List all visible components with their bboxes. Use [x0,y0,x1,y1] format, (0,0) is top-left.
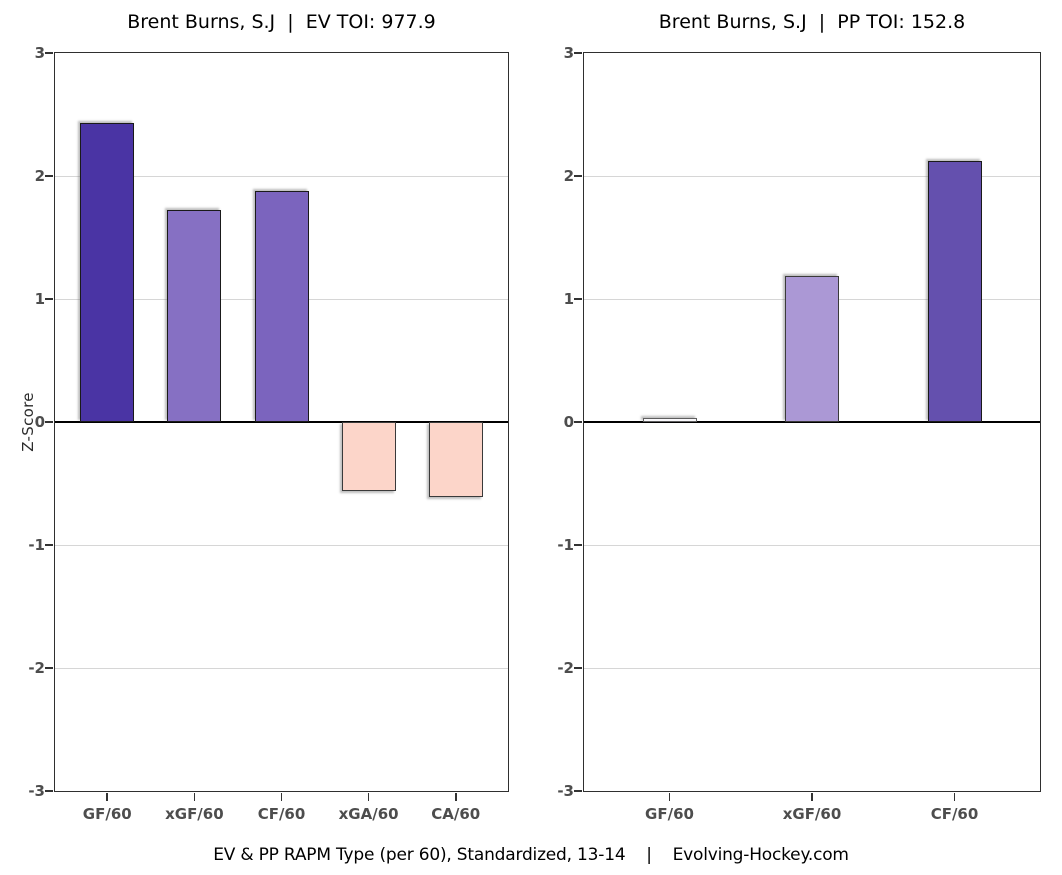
y-tick-mark [45,298,54,300]
x-tick-label: xGF/60 [782,805,842,823]
y-tick-label: -2 [557,658,574,677]
x-tick-mark [367,792,370,801]
y-tick-mark [574,298,583,300]
bar [785,275,839,422]
y-tick-label: -1 [28,535,45,554]
gridline [584,668,1040,669]
x-tick-mark [280,792,283,801]
bar [167,210,222,422]
gridline [584,176,1040,177]
zero-line [55,421,508,423]
y-tick-mark [574,544,583,546]
y-tick-mark [45,175,54,177]
y-tick-mark [45,52,54,54]
y-tick-label: -3 [28,781,45,800]
y-tick-label: 0 [563,412,574,431]
y-tick-mark [45,421,54,423]
y-tick-mark [574,667,583,669]
bar [642,418,697,422]
panel-title-ev: Brent Burns, S.J | EV TOI: 977.9 [127,11,436,33]
gridline [55,176,508,177]
figure-caption: EV & PP RAPM Type (per 60), Standardized… [213,845,849,865]
y-tick-mark [574,790,583,792]
y-tick-label: 2 [34,166,45,185]
x-tick-mark [454,792,457,801]
x-tick-label: GF/60 [82,805,132,823]
zero-line [584,421,1040,423]
x-tick-label: xGF/60 [165,805,224,823]
y-tick-label: 0 [34,412,45,431]
gridline [55,668,508,669]
bar [428,422,483,498]
y-tick-label: 1 [34,289,45,308]
gridline [584,545,1040,546]
y-tick-label: 3 [34,43,45,62]
x-tick-mark [953,792,956,801]
gridline [55,545,508,546]
y-tick-label: 3 [563,43,574,62]
x-tick-label: CF/60 [930,805,979,823]
x-tick-label: xGA/60 [338,805,399,823]
y-tick-label: -3 [557,781,574,800]
y-tick-label: -2 [28,658,45,677]
y-tick-mark [45,544,54,546]
x-tick-label: CA/60 [431,805,481,823]
x-tick-label: CF/60 [257,805,306,823]
y-tick-mark [45,790,54,792]
bar [80,123,135,422]
panel-title-pp: Brent Burns, S.J | PP TOI: 152.8 [658,11,966,33]
bar [254,190,309,422]
x-tick-mark [106,792,109,801]
bar [341,422,396,491]
x-tick-mark [668,792,671,801]
bar [927,161,982,422]
y-tick-label: 1 [563,289,574,308]
y-tick-mark [574,175,583,177]
panel-pp-plot: 3 2 1 0 -1 -2 -3 GF/60 xGF/60 CF/60 [557,45,1041,823]
y-tick-label: -1 [557,535,574,554]
x-tick-label: GF/60 [645,805,694,823]
y-tick-mark [574,421,583,423]
x-tick-mark [811,792,813,801]
y-tick-mark [45,667,54,669]
y-tick-mark [574,52,583,54]
y-tick-label: 2 [563,166,574,185]
panel-ev-plot: 3 2 1 0 -1 -2 -3 GF/60 xGF/60 CF/60 xGA/60 CA/60 [28,45,509,823]
x-tick-mark [193,792,196,801]
